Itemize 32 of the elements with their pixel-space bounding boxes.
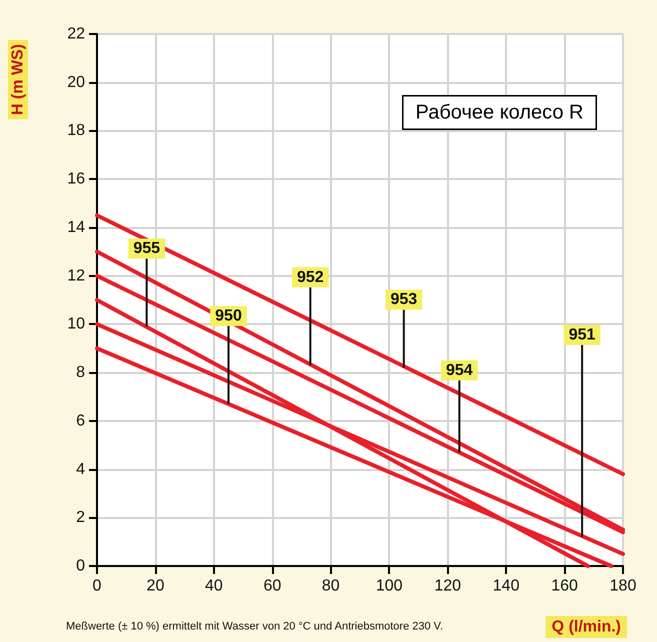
- x-tick-label: 180: [610, 578, 636, 594]
- text: Meßwerte (± 10 %) ermittelt mit Wasser von 20 °C und Antriebsmotore 230 V.: [66, 620, 444, 632]
- x-tick-label: 20: [146, 578, 164, 594]
- y-tick-label: 20: [67, 74, 86, 91]
- x-tick-label: 80: [322, 578, 340, 594]
- x-tick-label: 60: [263, 578, 282, 594]
- y-axis-title: H (m WS): [10, 44, 26, 116]
- annotation: 953: [390, 291, 418, 308]
- annotation: 951: [568, 326, 596, 344]
- annotation: 955: [133, 240, 160, 258]
- y-tick-label: 14: [67, 218, 86, 236]
- annotation: 952: [296, 268, 324, 286]
- x-tick-label: 120: [434, 578, 462, 594]
- text: Рабочее колесо R: [416, 102, 584, 124]
- x-axis-title: Q (l/min.): [552, 618, 621, 636]
- y-tick-label: 8: [76, 364, 86, 382]
- y-tick-label: 4: [76, 460, 86, 478]
- y-tick-label: 12: [67, 267, 86, 284]
- annotation: 954: [446, 362, 473, 379]
- x-tick-label: 0: [92, 578, 102, 594]
- x-tick-label: 100: [376, 578, 403, 594]
- annotation: 950: [215, 307, 242, 324]
- x-tick-label: 160: [551, 578, 578, 594]
- y-tick-label: 2: [76, 509, 86, 526]
- y-tick-label: 16: [67, 170, 86, 188]
- x-tick-label: 40: [204, 578, 223, 594]
- y-tick-label: 0: [76, 558, 86, 574]
- y-tick-label: 6: [76, 412, 86, 430]
- y-tick-label: 10: [67, 316, 86, 333]
- x-tick-label: 140: [492, 578, 520, 594]
- y-tick-label: 18: [67, 122, 86, 140]
- y-tick-label: 22: [67, 26, 86, 42]
